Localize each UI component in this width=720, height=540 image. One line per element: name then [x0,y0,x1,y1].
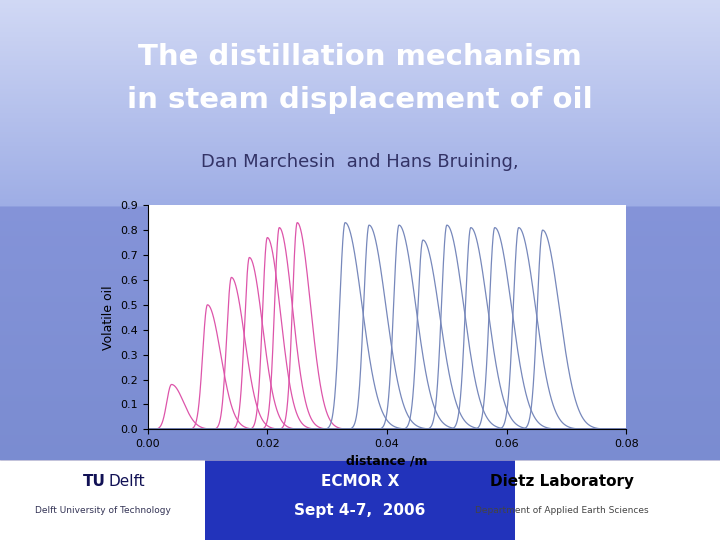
Text: ECMOR X: ECMOR X [321,474,399,489]
X-axis label: distance /m: distance /m [346,455,428,468]
Text: Dan Marchesin  and Hans Bruining,: Dan Marchesin and Hans Bruining, [201,153,519,171]
Bar [205,460,515,540]
Y-axis label: Volatile oil: Volatile oil [102,285,114,349]
Text: Department of Applied Earth Sciences: Department of Applied Earth Sciences [474,506,649,515]
Text: Delft: Delft [108,474,145,489]
Text: Dietz Laboratory: Dietz Laboratory [490,474,634,489]
Text: in steam displacement of oil: in steam displacement of oil [127,86,593,114]
Bar [0,460,720,540]
Text: Delft University of Technology: Delft University of Technology [35,506,171,515]
Text: Sept 4-7,  2006: Sept 4-7, 2006 [294,503,426,518]
Text: The distillation mechanism: The distillation mechanism [138,43,582,71]
Text: TU: TU [83,474,106,489]
